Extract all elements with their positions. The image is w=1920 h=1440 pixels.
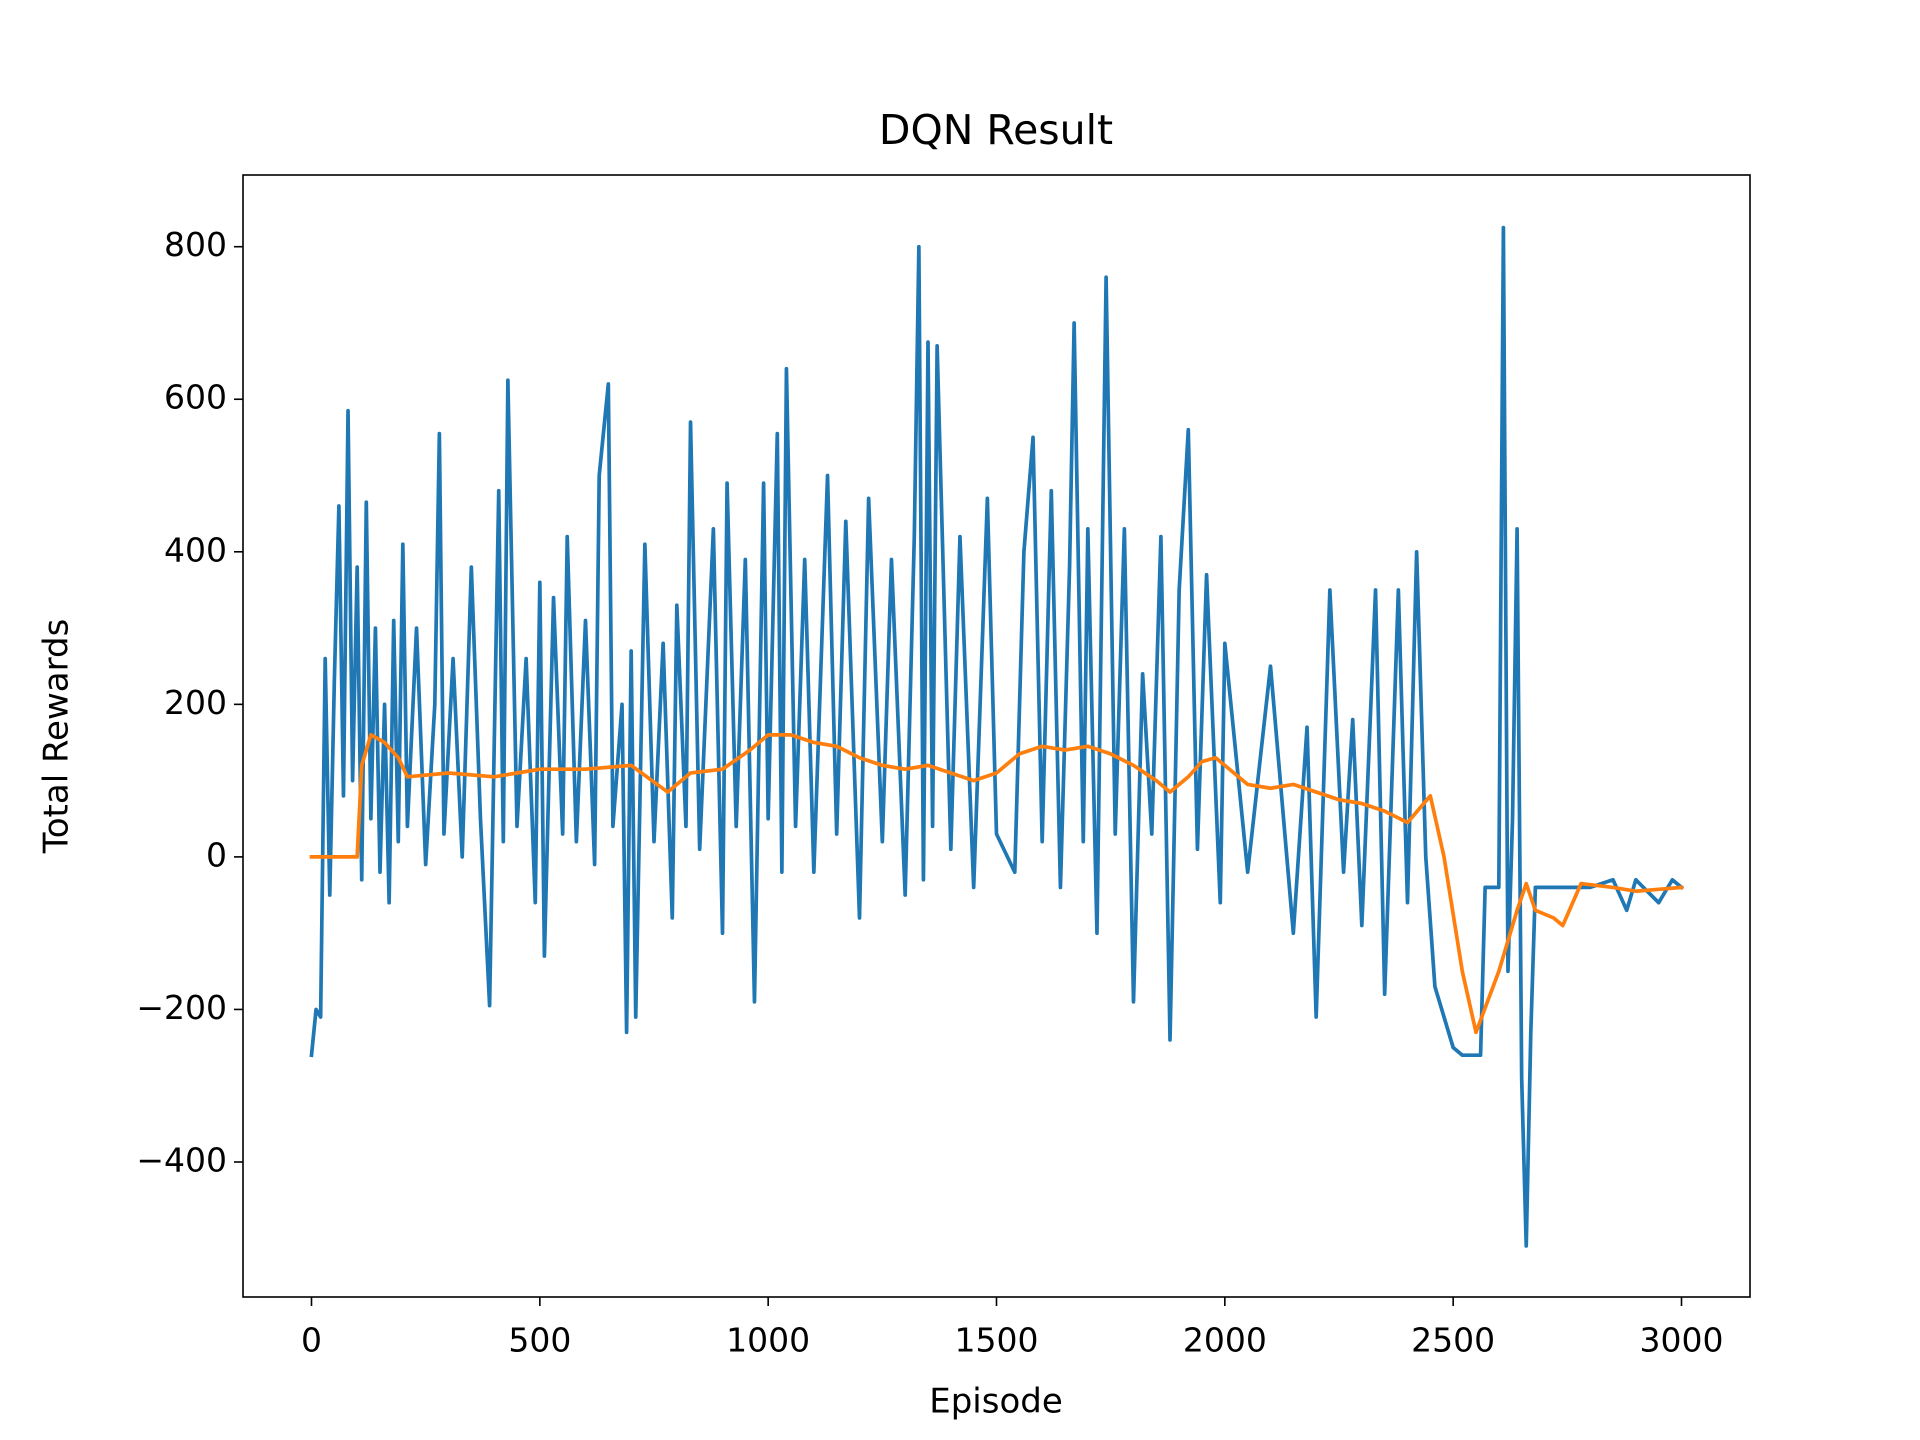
- y-tick-label: 600: [164, 378, 227, 417]
- y-tick-label: 800: [164, 225, 227, 264]
- x-tick-label: 2500: [1411, 1321, 1495, 1360]
- plot-area: [309, 225, 1685, 1248]
- series-line: [309, 733, 1684, 1035]
- y-tick-label: 0: [206, 835, 227, 874]
- chart-title: DQN Result: [879, 106, 1113, 154]
- y-tick-label: 200: [164, 683, 227, 722]
- x-tick-label: 500: [508, 1321, 571, 1360]
- series-line: [309, 225, 1685, 1248]
- y-axis-label: Total Rewards: [37, 619, 77, 855]
- y-tick-label: −200: [136, 988, 227, 1027]
- y-tick-label: −400: [136, 1140, 227, 1179]
- x-tick-label: 1000: [726, 1321, 810, 1360]
- x-tick-label: 2000: [1183, 1321, 1267, 1360]
- x-axis-label: Episode: [929, 1382, 1063, 1422]
- x-tick-label: 0: [301, 1321, 322, 1360]
- y-tick-label: 400: [164, 530, 227, 569]
- x-tick-label: 1500: [955, 1321, 1039, 1360]
- x-tick-label: 3000: [1640, 1321, 1724, 1360]
